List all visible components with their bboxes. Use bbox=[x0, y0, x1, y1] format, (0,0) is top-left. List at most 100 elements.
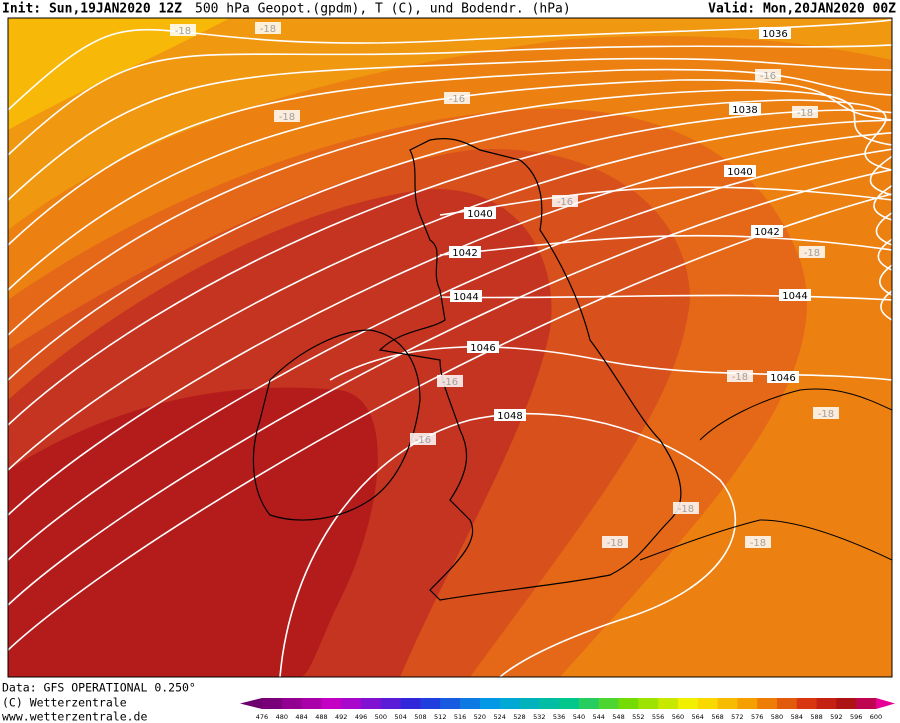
color-bar-segment bbox=[321, 698, 342, 709]
color-bar-label: 596 bbox=[850, 713, 862, 721]
isobar-label-box bbox=[759, 27, 791, 39]
isobar bbox=[8, 57, 892, 201]
temperature-label: -18 bbox=[175, 26, 191, 37]
color-bar-label: 540 bbox=[573, 713, 585, 721]
color-bar-segment bbox=[776, 698, 798, 709]
color-bar-segment bbox=[262, 698, 283, 709]
color-bar-label: 576 bbox=[751, 713, 763, 721]
temperature-label: -16 bbox=[442, 377, 458, 388]
color-bar-segment bbox=[341, 698, 362, 709]
color-bar-segment bbox=[559, 698, 580, 709]
color-bar-segment bbox=[460, 698, 481, 709]
isobar-label: 1036 bbox=[762, 29, 787, 40]
temperature-label-box bbox=[255, 22, 281, 34]
isobar-label-box bbox=[450, 290, 482, 302]
color-bar-segment bbox=[757, 698, 778, 709]
isobar-label-box bbox=[751, 225, 783, 237]
copyright: (C) Wetterzentrale bbox=[2, 696, 127, 710]
temperature-label-box bbox=[437, 375, 463, 387]
isobar bbox=[8, 132, 892, 516]
temperature-label-box bbox=[727, 370, 753, 382]
valid-time: Valid: Mon,20JAN2020 00Z bbox=[708, 2, 896, 17]
color-bar-arrow bbox=[876, 698, 895, 709]
isobar bbox=[8, 89, 892, 336]
isobar-label-box bbox=[729, 103, 761, 115]
isobar-label: 1044 bbox=[782, 291, 807, 302]
temperature-label: -16 bbox=[415, 435, 431, 446]
isobar-label: 1040 bbox=[727, 167, 752, 178]
coastline bbox=[378, 138, 682, 601]
color-bar-segment bbox=[499, 698, 520, 709]
isobar bbox=[279, 412, 737, 677]
temperature-label-box bbox=[755, 69, 781, 81]
coastline bbox=[639, 388, 892, 561]
color-bar-label: 564 bbox=[692, 713, 704, 721]
color-bar-segment bbox=[380, 698, 402, 709]
color-bar-label: 528 bbox=[513, 713, 525, 721]
color-bar-label: 560 bbox=[672, 713, 684, 721]
temperature-label-box bbox=[673, 502, 699, 514]
color-bar-segment bbox=[440, 698, 461, 709]
color-bar-segment bbox=[737, 698, 758, 709]
color-bar-segment bbox=[301, 698, 322, 709]
temperature-label-box bbox=[745, 536, 771, 548]
color-bar-segment bbox=[361, 698, 382, 709]
color-bar-segment bbox=[796, 698, 818, 709]
isobar bbox=[8, 148, 892, 561]
isobars bbox=[8, 19, 892, 677]
color-bar-segment bbox=[638, 698, 659, 709]
temperature-label: -18 bbox=[678, 504, 694, 515]
temperature-label-box bbox=[792, 106, 818, 118]
color-bar-segment bbox=[539, 698, 560, 709]
isobar-label-box bbox=[779, 289, 811, 301]
isobar bbox=[8, 44, 892, 156]
color-bar-label: 488 bbox=[315, 713, 327, 721]
color-bar-label: 476 bbox=[256, 713, 268, 721]
isobar-label: 1040 bbox=[467, 209, 492, 220]
color-bar-label: 568 bbox=[711, 713, 723, 721]
temperature-label-box bbox=[444, 92, 470, 104]
color-bar-label: 532 bbox=[533, 713, 545, 721]
temperature-label: -16 bbox=[449, 94, 465, 105]
color-bar-label: 548 bbox=[612, 713, 624, 721]
color-bar-segment bbox=[618, 698, 639, 709]
color-bar-segment bbox=[717, 698, 738, 709]
isobar-label-box bbox=[767, 371, 799, 383]
color-bar-label: 508 bbox=[414, 713, 426, 721]
init-time: Init: Sun,19JAN2020 12Z bbox=[2, 2, 182, 17]
temperature-label: -18 bbox=[818, 409, 834, 420]
temperature-label-box bbox=[552, 195, 578, 207]
isobar bbox=[8, 193, 892, 651]
color-bar-label: 600 bbox=[870, 713, 882, 721]
color-bar-segment bbox=[697, 698, 719, 709]
color-bar-label: 504 bbox=[394, 713, 406, 721]
color-bar-label: 520 bbox=[474, 713, 486, 721]
color-bar-label: 592 bbox=[830, 713, 842, 721]
isobar bbox=[439, 294, 892, 301]
temperature-label: -18 bbox=[804, 248, 820, 259]
isobar-label: 1044 bbox=[453, 292, 478, 303]
temperature-label: -18 bbox=[732, 372, 748, 383]
temperature-label: -18 bbox=[260, 24, 276, 35]
temperature-label-box bbox=[799, 246, 825, 258]
color-bar-arrow bbox=[240, 698, 262, 709]
temperature-label: -18 bbox=[797, 108, 813, 119]
color-bar: 476 480 484 488 492 496 500 504 508 512 516 520 524 5… bbox=[240, 698, 895, 721]
color-bar-segment bbox=[598, 698, 620, 709]
color-bar-segment bbox=[281, 698, 303, 709]
color-bar-label: 588 bbox=[810, 713, 822, 721]
temperature-label-box bbox=[274, 110, 300, 122]
color-bar-label: 544 bbox=[592, 713, 604, 721]
temperature-label-box bbox=[813, 407, 839, 419]
temperature-label: -18 bbox=[607, 538, 623, 549]
isobar-label-box bbox=[724, 165, 756, 177]
isobar-label: 1046 bbox=[470, 343, 495, 354]
isobar bbox=[8, 99, 892, 381]
isobar-label-box bbox=[449, 246, 481, 258]
color-bar-label: 512 bbox=[434, 713, 446, 721]
color-bar-segment bbox=[400, 698, 421, 709]
website: www.wetterzentrale.de bbox=[2, 710, 147, 723]
color-bar-label: 552 bbox=[632, 713, 644, 721]
isobar-label: 1038 bbox=[732, 105, 757, 116]
